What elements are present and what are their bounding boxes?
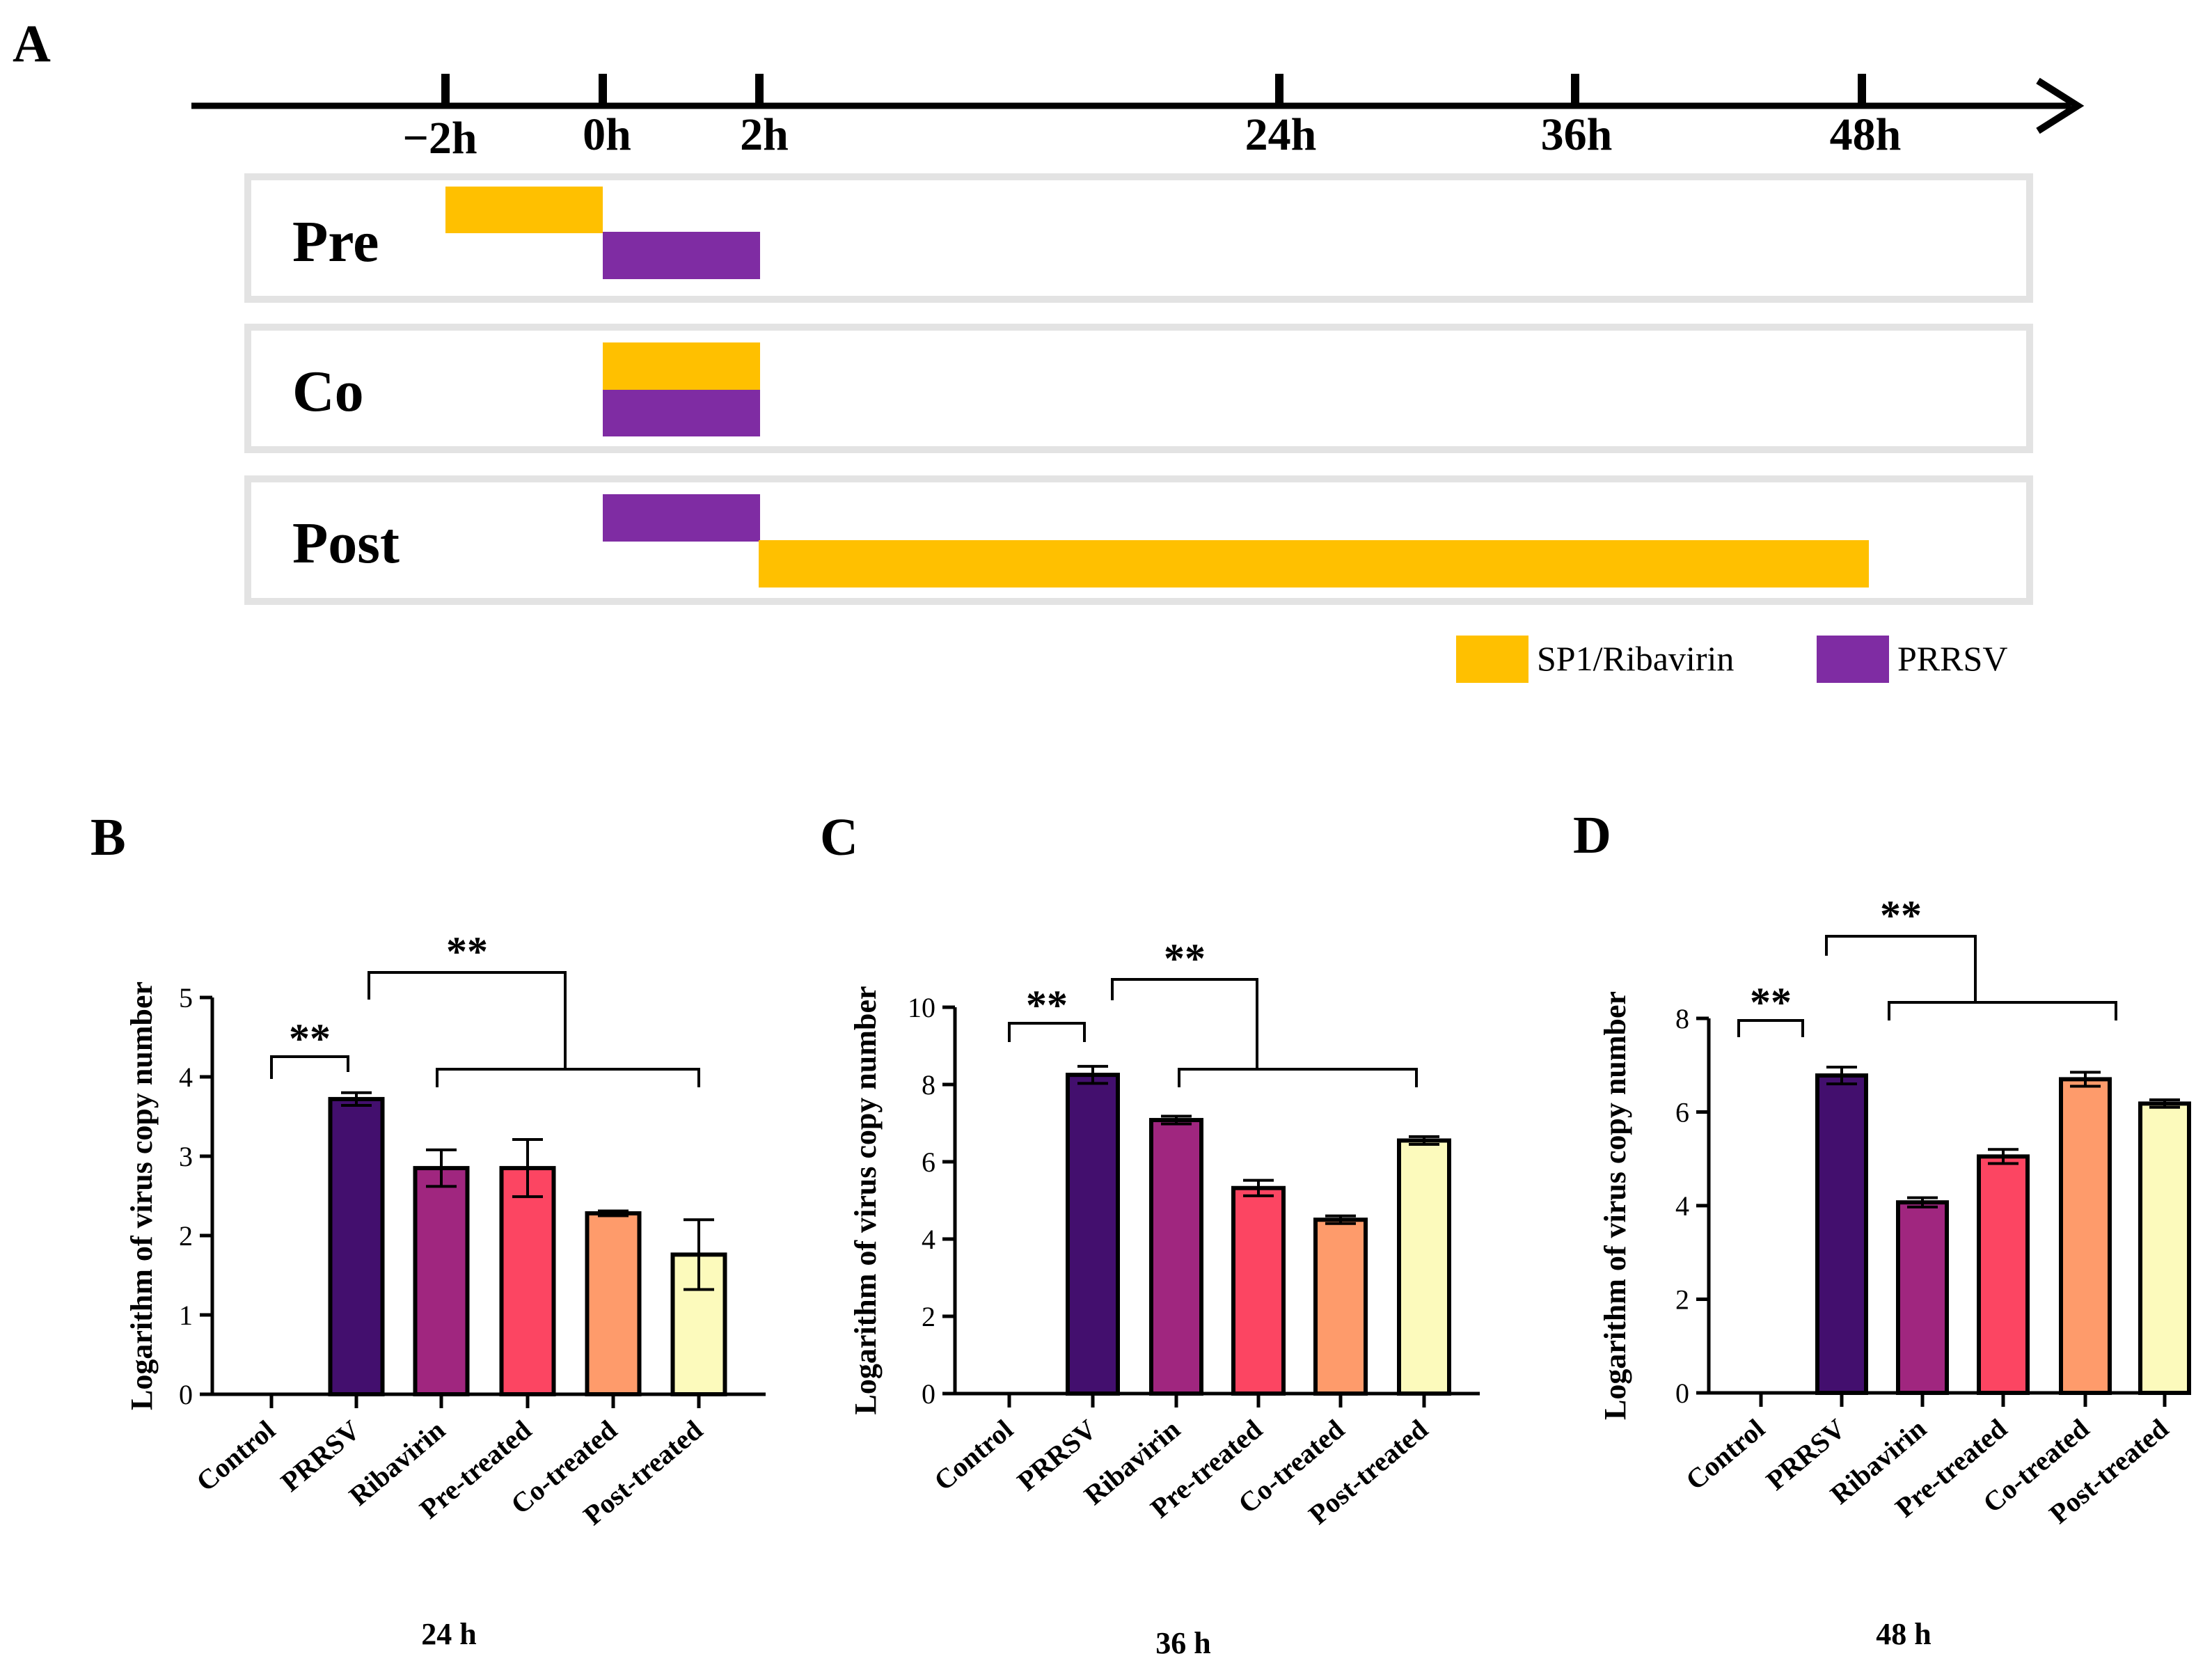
legend-swatch-prrsv xyxy=(1817,636,1889,683)
y-tick-label: 2 xyxy=(179,1220,193,1252)
bar-pre-treated xyxy=(499,1166,556,1396)
significance-label: ** xyxy=(446,929,488,975)
bar-ribavirin xyxy=(413,1166,470,1396)
chart-title: 24 h xyxy=(421,1617,476,1651)
y-tick-label: 4 xyxy=(922,1224,935,1255)
y-tick-label: 0 xyxy=(1675,1378,1689,1409)
row-post: Post xyxy=(244,475,2033,605)
row-post-bar-prrsv xyxy=(603,494,760,542)
significance-bracket-treatments xyxy=(436,1068,700,1087)
bar-chart-48h: D 0 2 4 6 8 Logarithm of virus copy number Cont… xyxy=(1573,806,2191,1651)
y-axis-title: Logarithm of virus copy number xyxy=(1598,991,1632,1420)
timeline-label-36h: 36h xyxy=(1541,109,1613,160)
bar-co-treated xyxy=(585,1211,642,1396)
panel-a: A −2h 0h 2h 24h 36h 48h Pre xyxy=(13,15,2085,683)
timeline-label-48h: 48h xyxy=(1830,109,1902,160)
legend-label-prrsv: PRRSV xyxy=(1897,639,2007,678)
panel-letter: D xyxy=(1573,806,1611,865)
significance-label: ** xyxy=(1750,979,1792,1025)
y-tick-label: 0 xyxy=(179,1379,193,1410)
significance-bracket xyxy=(270,1055,349,1079)
legend-label-sp1: SP1/Ribavirin xyxy=(1537,639,1734,678)
y-tick-label: 4 xyxy=(179,1062,193,1093)
bar-chart-24h: B 0 1 2 3 4 5 Logarithm of virus copy number Con… xyxy=(90,808,766,1651)
y-axis-title: Logarithm of virus copy number xyxy=(125,981,159,1410)
y-tick-label: 2 xyxy=(1675,1284,1689,1316)
row-post-frame xyxy=(244,475,2033,605)
significance-label: ** xyxy=(289,1016,331,1062)
y-tick-label: 0 xyxy=(922,1378,935,1410)
y-tick-label: 5 xyxy=(179,982,193,1014)
chart-title: 48 h xyxy=(1876,1617,1931,1651)
panel-letter: C xyxy=(820,808,858,867)
bar-chart-36h: C 0 2 4 6 8 10 Logarithm of virus copy number Co… xyxy=(820,808,1480,1656)
y-tick-label: 6 xyxy=(922,1146,935,1178)
bar-co-treated xyxy=(1313,1217,1368,1396)
row-co-bar-prrsv xyxy=(603,390,760,436)
significance-bracket-treatments xyxy=(1178,1068,1418,1087)
panel-letter: B xyxy=(90,808,126,867)
timeline: −2h 0h 2h 24h 36h 48h xyxy=(191,74,2085,164)
y-axis-title: Logarithm of virus copy number xyxy=(848,986,883,1415)
category-label: Control xyxy=(1680,1412,1771,1496)
y-tick-label: 8 xyxy=(1675,1003,1689,1034)
row-post-label: Post xyxy=(292,511,400,576)
category-label: Control xyxy=(928,1413,1019,1497)
bar-ribavirin xyxy=(1896,1200,1949,1395)
timeline-label-0h: 0h xyxy=(583,109,631,160)
bar-prrsv xyxy=(1066,1073,1120,1396)
row-co: Co xyxy=(244,324,2033,453)
significance-bracket-treatments xyxy=(1888,1001,2117,1020)
category-label: Control xyxy=(190,1414,281,1497)
legend: SP1/Ribavirin PRRSV xyxy=(1456,636,2007,683)
row-co-label: Co xyxy=(292,359,364,424)
row-co-frame xyxy=(244,324,2033,453)
y-tick-label: 1 xyxy=(179,1300,193,1331)
row-pre-bar-prrsv xyxy=(603,232,760,279)
bar-ribavirin xyxy=(1149,1118,1203,1396)
significance-label: ** xyxy=(1880,892,1922,938)
timeline-label-24h: 24h xyxy=(1245,109,1317,160)
y-tick-label: 6 xyxy=(1675,1097,1689,1128)
bar-prrsv xyxy=(328,1096,385,1397)
bar-post-treated xyxy=(1397,1138,1451,1396)
y-tick-label: 4 xyxy=(1675,1190,1689,1222)
y-tick-label: 2 xyxy=(922,1301,935,1332)
y-tick-label: 8 xyxy=(922,1069,935,1101)
row-post-bar-sp1 xyxy=(759,540,1869,588)
significance-bracket-group xyxy=(1111,978,1258,1069)
legend-swatch-sp1 xyxy=(1456,636,1528,683)
timeline-label-2h: 2h xyxy=(740,109,789,160)
significance-bracket xyxy=(1008,1022,1086,1042)
significance-bracket xyxy=(1737,1019,1804,1037)
chart-title: 36 h xyxy=(1155,1626,1210,1656)
y-tick-label: 3 xyxy=(179,1141,193,1172)
bar-post-treated xyxy=(2138,1101,2191,1396)
bar-prrsv xyxy=(1815,1073,1868,1396)
row-pre-frame xyxy=(244,173,2033,303)
significance-label: ** xyxy=(1026,982,1068,1028)
bar-co-treated xyxy=(2059,1077,2112,1396)
row-co-bar-sp1 xyxy=(603,342,760,390)
panel-letter-a: A xyxy=(13,15,51,73)
significance-bracket-group xyxy=(1825,935,1977,1002)
row-pre: Pre xyxy=(244,173,2033,303)
significance-label: ** xyxy=(1164,936,1206,981)
significance-bracket-group xyxy=(368,971,567,1069)
bar-pre-treated xyxy=(1231,1185,1286,1396)
row-pre-bar-sp1 xyxy=(445,187,603,233)
timeline-arrowhead xyxy=(2036,77,2085,134)
timeline-label-m2h: −2h xyxy=(402,113,477,164)
bar-pre-treated xyxy=(1977,1154,2030,1395)
row-pre-label: Pre xyxy=(292,210,379,274)
y-tick-label: 10 xyxy=(908,992,935,1023)
